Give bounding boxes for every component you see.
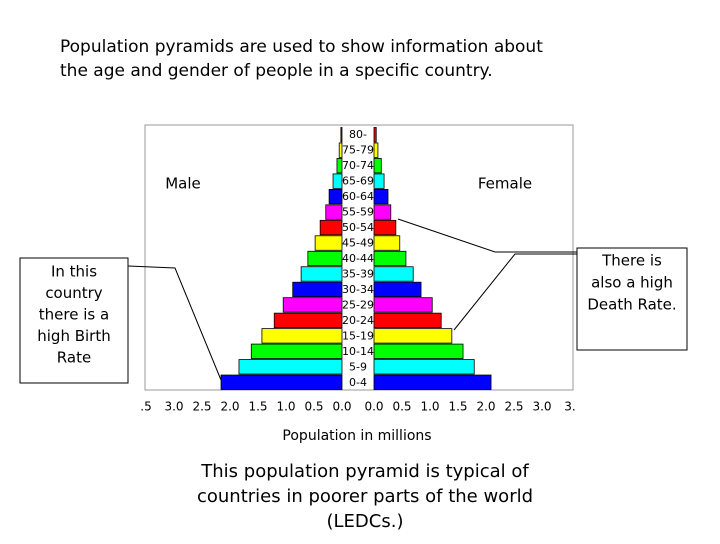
right-note: also a high — [591, 274, 673, 292]
legend-female: Female — [478, 175, 532, 193]
age-label: 5-9 — [349, 360, 367, 373]
age-label: 50-54 — [342, 221, 374, 234]
right-note: Death Rate. — [587, 296, 676, 314]
bar-male — [273, 312, 343, 329]
x-tick-label: 3. — [564, 400, 575, 414]
x-tick-label: 1.0 — [420, 400, 439, 414]
bar-female — [373, 188, 389, 205]
bar-female — [373, 219, 397, 236]
age-label: 55-59 — [342, 206, 374, 219]
bar-female — [373, 312, 442, 329]
x-tick-label: 3.0 — [164, 400, 183, 414]
age-label: 35-39 — [342, 267, 374, 280]
right-callout — [453, 253, 577, 331]
left-note: Rate — [57, 349, 91, 367]
bar-female — [373, 359, 475, 375]
x-tick-label: 1.5 — [248, 400, 267, 414]
caption: This population pyramid is typical of — [200, 461, 529, 482]
bar-female — [373, 142, 379, 158]
bar-male — [307, 250, 343, 267]
bar-male — [332, 173, 343, 189]
title: Population pyramids are used to show inf… — [60, 37, 543, 57]
bar-female — [373, 374, 492, 390]
age-label: 45-49 — [342, 237, 374, 250]
bar-male — [340, 127, 343, 143]
bar-female — [373, 328, 453, 344]
age-label: 10-14 — [342, 345, 374, 358]
right-note-box — [576, 247, 688, 351]
bar-female — [373, 266, 414, 282]
age-label: 20-24 — [342, 314, 374, 327]
age-label: 15-19 — [342, 329, 374, 342]
bar-female — [373, 235, 401, 251]
left-note: country — [45, 284, 102, 302]
bar-male — [336, 158, 343, 174]
bar-male — [220, 374, 343, 390]
x-tick-label: .5 — [140, 400, 151, 414]
age-label: 60-64 — [342, 190, 374, 203]
caption: (LEDCs.) — [327, 511, 404, 532]
x-tick-label: 2.0 — [220, 400, 239, 414]
bar-male — [325, 204, 343, 220]
left-note: In this — [51, 263, 97, 281]
left-note: there is a — [39, 306, 109, 324]
chart-frame — [144, 124, 574, 391]
bar-female — [373, 173, 385, 189]
bar-female — [373, 158, 382, 174]
right-note: There is — [601, 252, 662, 270]
bar-female — [373, 250, 407, 267]
left-note: high Birth — [37, 327, 110, 345]
age-label: 75-79 — [342, 144, 374, 157]
caption: countries in poorer parts of the world — [197, 486, 533, 507]
bar-female — [373, 343, 464, 359]
bar-female — [373, 281, 422, 298]
legend-male: Male — [165, 175, 201, 193]
bar-female — [373, 204, 392, 220]
x-axis-label: Population in millions — [282, 428, 431, 444]
age-label: 0-4 — [349, 376, 367, 389]
age-label: 80- — [349, 128, 367, 141]
x-tick-label: 0.0 — [332, 400, 351, 414]
bar-male — [338, 142, 343, 158]
bar-male — [282, 297, 343, 313]
x-tick-label: 0.0 — [364, 400, 383, 414]
bar-male — [328, 188, 343, 205]
age-label: 25-29 — [342, 298, 374, 311]
left-note-box — [19, 257, 129, 384]
age-label: 70-74 — [342, 159, 374, 172]
bar-female — [373, 127, 377, 143]
bar-male — [250, 343, 343, 359]
x-tick-label: 1.0 — [276, 400, 295, 414]
title: the age and gender of people in a specif… — [60, 61, 493, 81]
bar-male — [319, 219, 343, 236]
age-label: 65-69 — [342, 175, 374, 188]
x-tick-label: 0.5 — [392, 400, 411, 414]
x-tick-label: 2.5 — [192, 400, 211, 414]
x-tick-label: 3.0 — [532, 400, 551, 414]
bar-male — [261, 328, 343, 344]
x-tick-label: 2.0 — [476, 400, 495, 414]
left-callout — [127, 265, 222, 381]
right-callout-2 — [397, 218, 577, 253]
bar-male — [292, 281, 343, 298]
bar-female — [373, 297, 433, 313]
bar-male — [300, 266, 343, 282]
age-label: 30-34 — [342, 283, 374, 296]
x-tick-label: 1.5 — [448, 400, 467, 414]
x-tick-label: 0.5 — [304, 400, 323, 414]
x-tick-label: 2.5 — [504, 400, 523, 414]
bar-male — [314, 235, 343, 251]
bar-male — [238, 359, 343, 375]
age-label: 40-44 — [342, 252, 374, 265]
